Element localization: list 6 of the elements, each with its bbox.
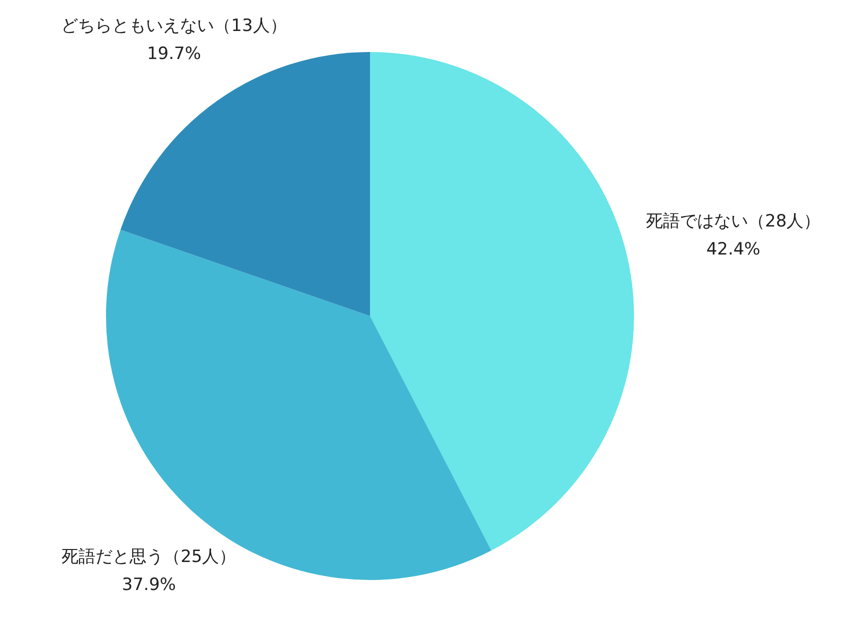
slice-label: 死語だと思う（25人）	[62, 546, 236, 567]
data-label: 42.4%	[706, 240, 760, 260]
slice-label: 死語ではない（28人）	[646, 212, 821, 232]
slice-label: どちらともいえない（13人）	[61, 16, 287, 36]
data-label: 37.9%	[122, 574, 176, 595]
data-label: 19.7%	[146, 44, 201, 64]
